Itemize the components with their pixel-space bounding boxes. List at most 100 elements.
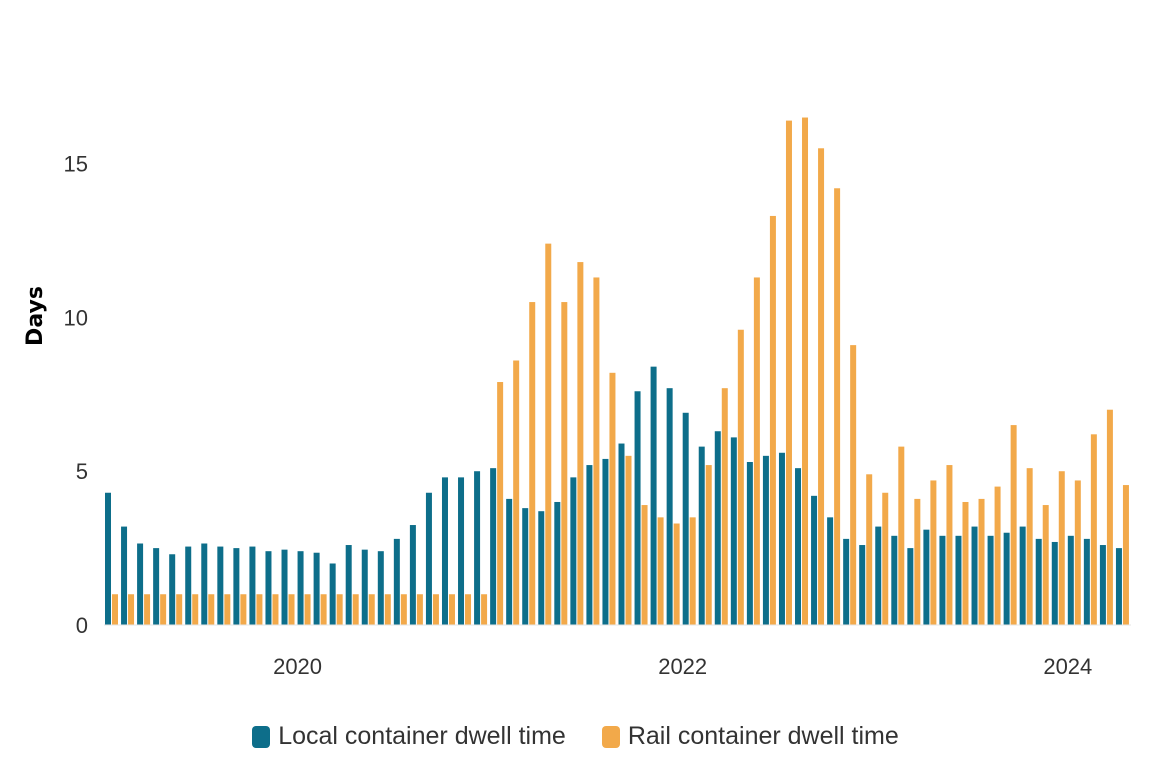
- bar-local[interactable]: [249, 546, 256, 625]
- bar-rail[interactable]: [513, 360, 520, 626]
- bar-rail[interactable]: [657, 517, 664, 625]
- bar-rail[interactable]: [176, 594, 183, 625]
- bar-local[interactable]: [522, 508, 529, 625]
- bar-rail[interactable]: [416, 594, 423, 625]
- bar-rail[interactable]: [432, 594, 439, 625]
- bar-rail[interactable]: [400, 594, 407, 625]
- bar-local[interactable]: [153, 548, 160, 625]
- bar-local[interactable]: [586, 465, 593, 625]
- bar-rail[interactable]: [641, 505, 648, 625]
- bar-local[interactable]: [121, 526, 128, 625]
- bar-local[interactable]: [137, 543, 144, 626]
- bar-local[interactable]: [1035, 538, 1042, 625]
- bar-rail[interactable]: [689, 517, 696, 625]
- bar-local[interactable]: [666, 388, 673, 625]
- bar-rail[interactable]: [529, 302, 536, 625]
- bar-local[interactable]: [169, 554, 176, 625]
- bar-local[interactable]: [1051, 541, 1058, 625]
- bar-rail[interactable]: [208, 594, 215, 625]
- bar-rail[interactable]: [673, 523, 680, 625]
- bar-local[interactable]: [441, 477, 448, 625]
- bar-rail[interactable]: [705, 465, 712, 625]
- bar-local[interactable]: [1115, 548, 1122, 625]
- bar-local[interactable]: [361, 549, 368, 625]
- bar-local[interactable]: [570, 477, 577, 625]
- bar-rail[interactable]: [1090, 434, 1097, 625]
- bar-local[interactable]: [538, 511, 545, 625]
- bar-local[interactable]: [634, 391, 641, 625]
- bar-local[interactable]: [490, 468, 497, 625]
- bar-rail[interactable]: [128, 594, 135, 625]
- bar-rail[interactable]: [898, 446, 905, 625]
- bar-rail[interactable]: [192, 594, 199, 625]
- bar-rail[interactable]: [144, 594, 151, 625]
- bar-local[interactable]: [377, 551, 384, 625]
- bar-rail[interactable]: [609, 372, 616, 625]
- bar-local[interactable]: [1083, 538, 1090, 625]
- bar-rail[interactable]: [545, 243, 552, 625]
- bar-rail[interactable]: [1058, 471, 1065, 625]
- bar-local[interactable]: [506, 498, 513, 625]
- bar-local[interactable]: [602, 458, 609, 625]
- bar-local[interactable]: [409, 525, 416, 625]
- bar-local[interactable]: [762, 455, 769, 625]
- bar-rail[interactable]: [112, 594, 118, 625]
- bar-rail[interactable]: [336, 594, 343, 625]
- bar-local[interactable]: [233, 548, 240, 625]
- bar-rail[interactable]: [577, 262, 584, 625]
- bar-local[interactable]: [955, 535, 962, 625]
- bar-local[interactable]: [859, 545, 866, 625]
- bar-local[interactable]: [971, 526, 978, 625]
- bar-rail[interactable]: [320, 594, 327, 625]
- bar-rail[interactable]: [882, 492, 889, 625]
- bar-rail[interactable]: [160, 594, 167, 625]
- bar-local[interactable]: [458, 477, 465, 625]
- bar-local[interactable]: [618, 443, 625, 625]
- bar-local[interactable]: [795, 468, 802, 625]
- bar-local[interactable]: [554, 501, 561, 625]
- bar-local[interactable]: [843, 538, 850, 625]
- bar-rail[interactable]: [448, 594, 455, 625]
- bar-local[interactable]: [393, 538, 400, 625]
- bar-rail[interactable]: [384, 594, 391, 625]
- bar-rail[interactable]: [802, 117, 809, 625]
- bar-local[interactable]: [1019, 526, 1026, 625]
- bar-local[interactable]: [698, 446, 705, 625]
- bar-local[interactable]: [1003, 532, 1010, 625]
- bar-local[interactable]: [682, 412, 689, 625]
- bar-rail[interactable]: [1042, 505, 1049, 625]
- bar-local[interactable]: [105, 492, 111, 625]
- bar-rail[interactable]: [465, 594, 472, 625]
- bar-rail[interactable]: [850, 345, 857, 625]
- bar-local[interactable]: [730, 437, 737, 625]
- bar-local[interactable]: [474, 471, 481, 625]
- legend-item-rail[interactable]: Rail container dwell time: [601, 722, 899, 751]
- bar-rail[interactable]: [1026, 468, 1033, 625]
- bar-rail[interactable]: [288, 594, 295, 625]
- bar-rail[interactable]: [834, 188, 841, 625]
- bar-rail[interactable]: [994, 486, 1001, 625]
- bar-local[interactable]: [923, 529, 930, 625]
- bar-local[interactable]: [217, 546, 224, 625]
- bar-local[interactable]: [778, 452, 785, 625]
- bar-rail[interactable]: [962, 501, 969, 625]
- bar-local[interactable]: [875, 526, 882, 625]
- bar-local[interactable]: [650, 366, 657, 625]
- bar-rail[interactable]: [721, 388, 728, 625]
- bar-local[interactable]: [1067, 535, 1074, 625]
- bar-local[interactable]: [313, 552, 320, 625]
- bar-local[interactable]: [281, 549, 288, 625]
- bar-rail[interactable]: [352, 594, 359, 625]
- bar-rail[interactable]: [930, 480, 937, 625]
- bar-local[interactable]: [265, 551, 272, 625]
- bar-local[interactable]: [185, 546, 192, 625]
- bar-local[interactable]: [939, 535, 946, 625]
- bar-rail[interactable]: [481, 594, 488, 625]
- bar-local[interactable]: [827, 517, 834, 625]
- bar-local[interactable]: [811, 495, 818, 625]
- bar-rail[interactable]: [1106, 409, 1113, 625]
- bar-local[interactable]: [714, 431, 721, 625]
- bar-rail[interactable]: [946, 465, 953, 625]
- bar-rail[interactable]: [1074, 480, 1081, 625]
- bar-rail[interactable]: [224, 594, 231, 625]
